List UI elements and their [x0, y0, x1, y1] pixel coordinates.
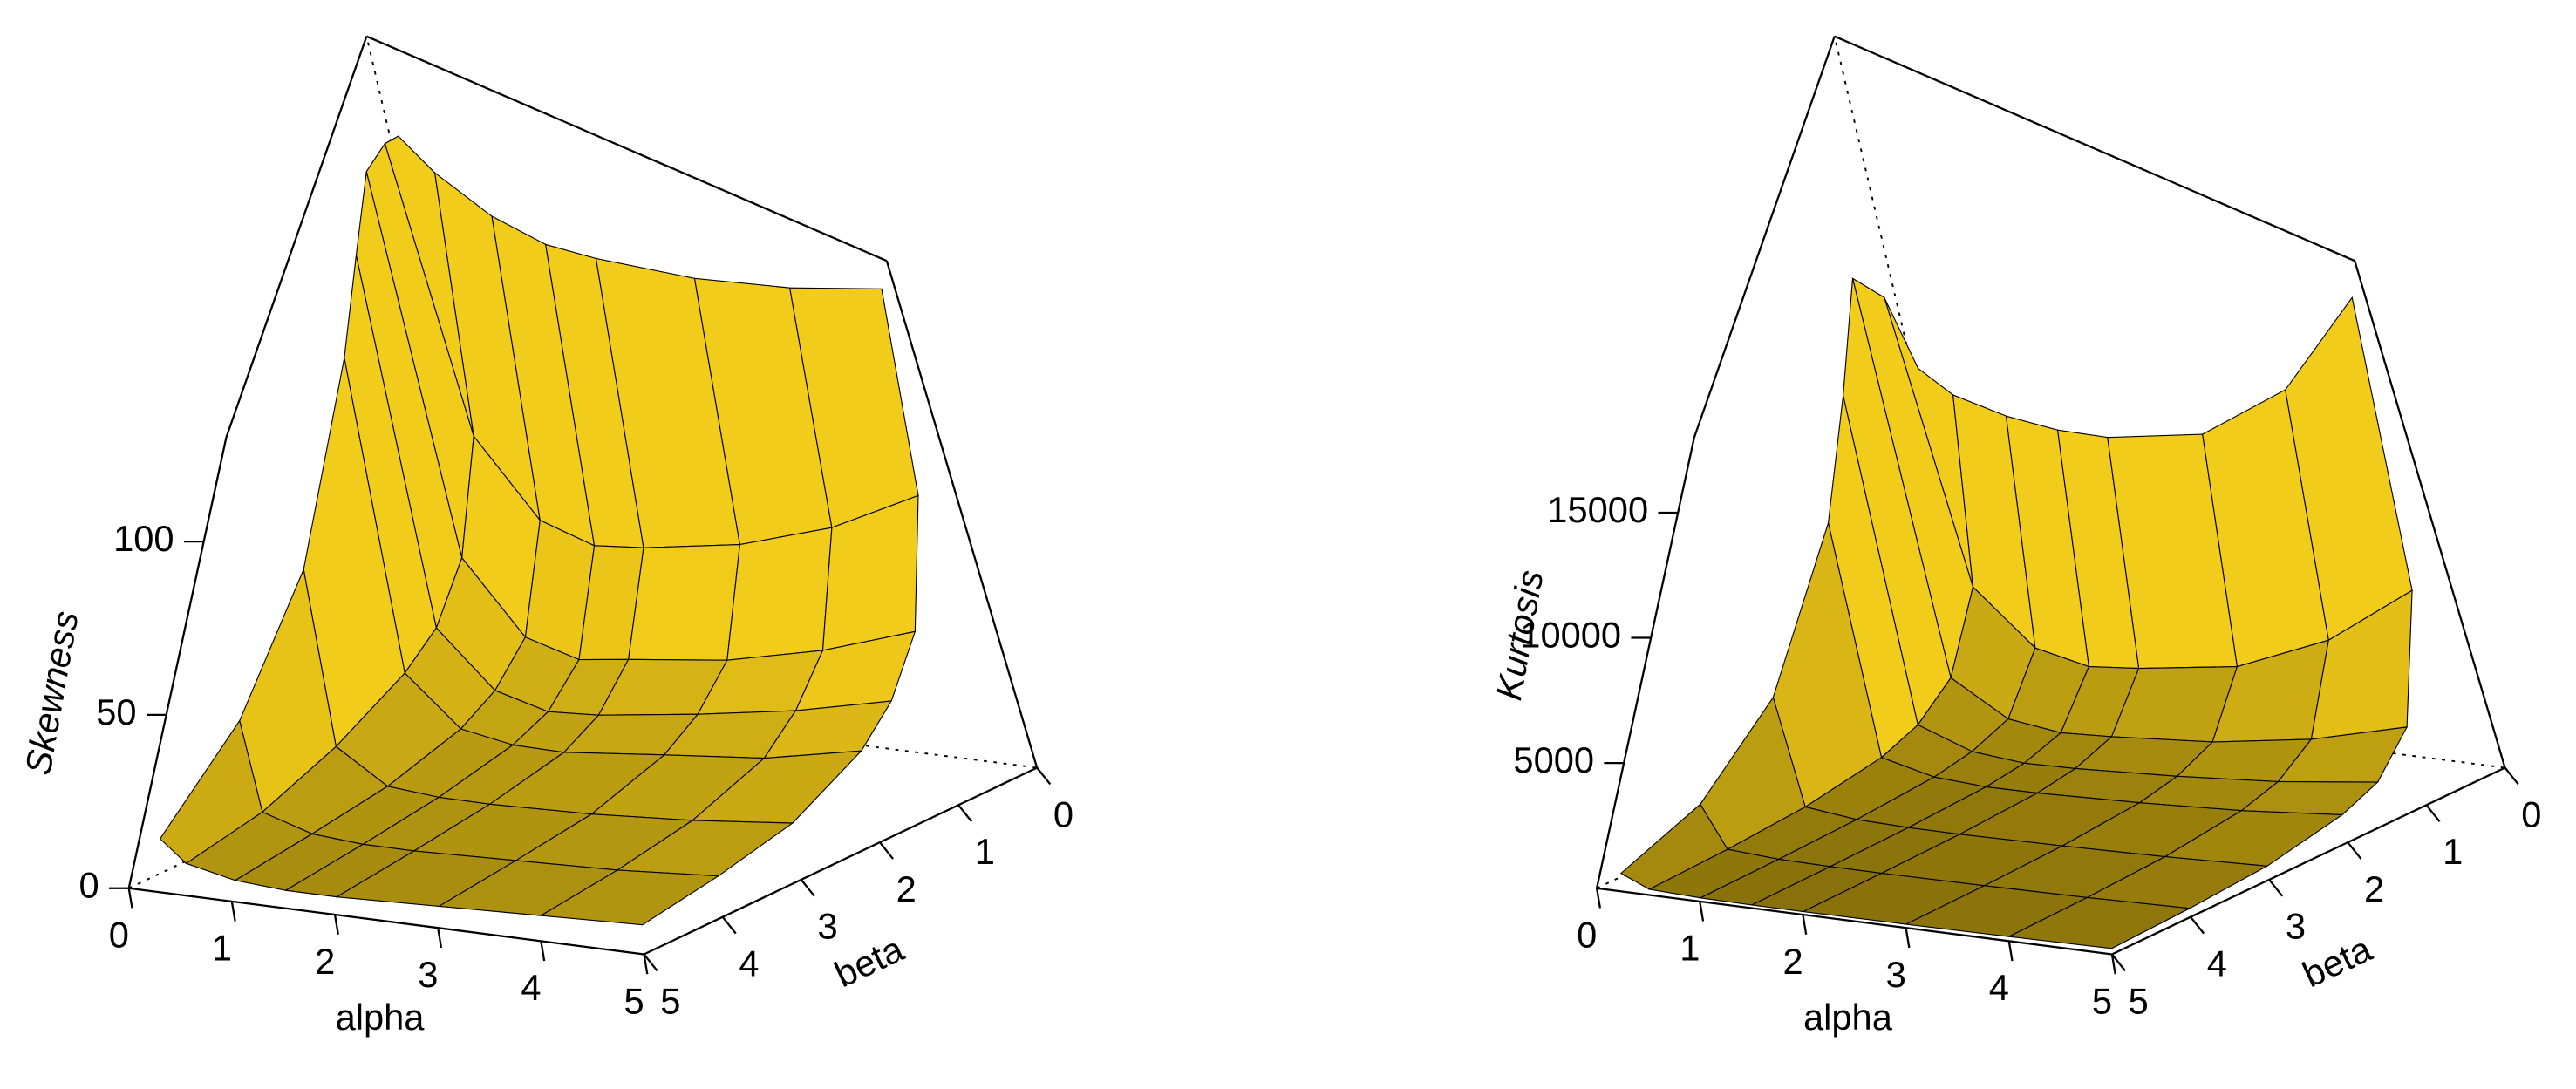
- x-tick-label: 1: [212, 928, 232, 969]
- box-edge: [128, 887, 644, 956]
- y-tick-label: 5: [660, 980, 680, 1021]
- y-tick-label: 3: [817, 906, 837, 947]
- y-tick: [2190, 915, 2205, 935]
- y-tick-label: 0: [1053, 793, 1073, 834]
- x-tick: [643, 954, 649, 975]
- x-tick: [2110, 954, 2116, 975]
- box-edge: [365, 35, 888, 262]
- y-tick: [800, 879, 815, 897]
- surface-cell: [726, 527, 833, 661]
- x-tick: [540, 941, 546, 962]
- z-axis-title: Skewness: [17, 608, 85, 778]
- y-tick-label: 2: [2364, 868, 2384, 909]
- box-edge: [644, 766, 1038, 956]
- y-tick-label: 1: [975, 831, 995, 872]
- y-axis-title: beta: [828, 928, 910, 995]
- z-tick-label: 50: [96, 691, 136, 732]
- y-tick: [1036, 766, 1052, 786]
- y-tick-label: 3: [2286, 906, 2306, 947]
- y-tick-label: 0: [2521, 793, 2541, 834]
- x-tick-label: 4: [1989, 967, 2009, 1008]
- box-edge: [885, 260, 1039, 768]
- z-tick-label: 0: [78, 865, 99, 906]
- x-tick-label: 0: [109, 915, 129, 956]
- y-tick-label: 5: [2129, 980, 2149, 1021]
- surface-cell: [539, 869, 720, 926]
- z-tick-label: 15000: [1547, 489, 1648, 530]
- y-tick: [721, 915, 737, 935]
- x-tick: [1595, 888, 1602, 909]
- box-edge: [127, 437, 228, 888]
- x-tick: [230, 901, 236, 922]
- y-tick: [2504, 766, 2519, 786]
- x-tick: [333, 914, 339, 935]
- x-tick: [1699, 901, 1705, 922]
- x-tick: [127, 888, 133, 909]
- x-tick-label: 2: [315, 941, 335, 982]
- y-tick-label: 2: [896, 868, 917, 909]
- y-tick-label: 4: [739, 943, 759, 984]
- y-axis-title: beta: [2296, 928, 2378, 995]
- y-tick: [2347, 841, 2362, 860]
- x-tick-label: 5: [2092, 980, 2112, 1021]
- y-tick: [2425, 804, 2441, 822]
- y-tick: [957, 804, 973, 822]
- z-tick-label: 10000: [1520, 615, 1621, 656]
- x-tick-label: 0: [1577, 915, 1597, 956]
- x-tick: [437, 928, 443, 949]
- surface-cell: [628, 543, 741, 661]
- x-tick-label: 3: [418, 954, 438, 995]
- x-tick-label: 3: [1886, 954, 1906, 995]
- x-tick: [1905, 928, 1911, 949]
- y-tick: [2268, 879, 2284, 897]
- x-tick: [2007, 941, 2014, 962]
- x-tick-label: 5: [624, 980, 644, 1021]
- x-axis-title: alpha: [1803, 997, 1893, 1038]
- x-tick: [1802, 914, 1808, 935]
- x-tick-label: 1: [1680, 928, 1700, 969]
- z-tick-label: 5000: [1513, 739, 1594, 780]
- x-axis-title: alpha: [336, 997, 426, 1038]
- box-edge: [225, 36, 368, 439]
- box-edge: [1834, 35, 2355, 262]
- y-tick: [643, 953, 658, 972]
- y-tick-label: 4: [2207, 943, 2227, 984]
- y-tick: [2111, 953, 2126, 972]
- z-tick-label: 100: [113, 518, 174, 559]
- box-edge: [1596, 887, 2113, 956]
- surface-cell: [2007, 896, 2191, 949]
- box-edge: [2354, 260, 2506, 768]
- box-edge: [1693, 36, 1836, 439]
- box-edge: [2111, 766, 2506, 956]
- x-tick-label: 4: [521, 967, 541, 1008]
- x-tick-label: 2: [1782, 941, 1803, 982]
- y-tick: [879, 841, 894, 860]
- y-tick-label: 1: [2443, 831, 2463, 872]
